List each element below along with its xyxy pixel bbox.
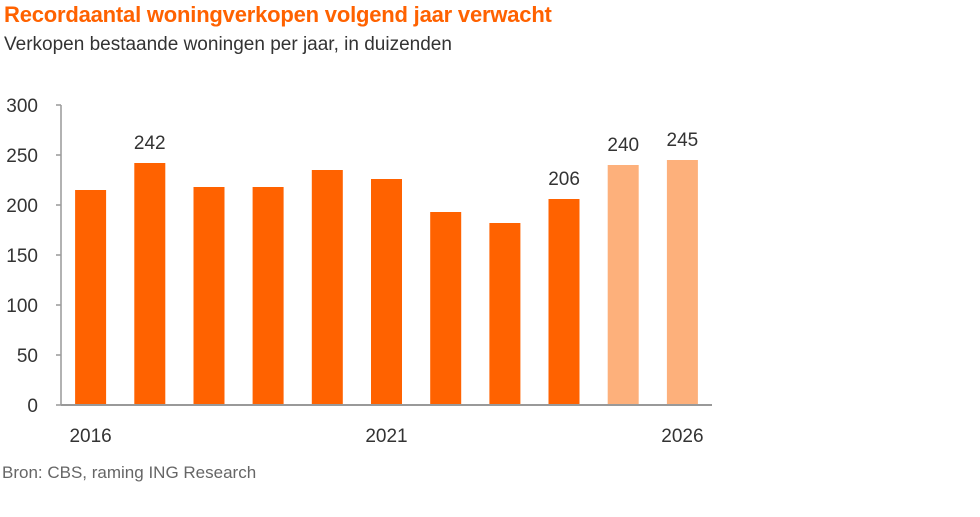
y-axis-ticks: 0 50 100 150 200 250 300 [6,96,61,417]
bar-2018 [193,187,225,405]
data-label-2017: 242 [134,133,166,154]
bar-2026 [666,160,698,405]
bar-2023 [489,223,521,405]
data-label-2024: 206 [548,169,580,190]
y-tick-label: 50 [17,346,38,367]
y-tick-label: 100 [6,296,38,317]
bar-2016 [75,190,107,405]
x-tick-label-2021: 2021 [365,426,407,447]
chart-subtitle: Verkopen bestaande woningen per jaar, in… [4,34,452,55]
bar-2020 [311,170,343,405]
x-tick-label-2016: 2016 [69,426,111,447]
source-note: Bron: CBS, raming ING Research [2,463,257,482]
y-tick-label: 250 [6,146,38,167]
bar-2019 [252,187,284,405]
y-tick-label: 150 [6,246,38,267]
data-label-2025: 240 [607,135,639,156]
chart-title: Recordaantal woningverkopen volgend jaar… [4,2,552,27]
bar-2025 [607,165,639,405]
bar-2021 [371,179,402,405]
bar-series [75,160,698,405]
x-axis-ticks: 2016 2021 2026 [69,426,703,447]
bar-2022 [430,212,462,405]
y-tick-label: 0 [27,396,38,417]
bar-2017 [134,163,166,405]
x-tick-label-2026: 2026 [661,426,703,447]
bar-2024 [548,199,580,405]
y-tick-label: 300 [6,96,38,117]
data-label-2026: 245 [667,130,699,151]
y-tick-label: 200 [6,196,38,217]
axes [60,105,712,406]
data-labels: 242 206 240 245 [134,130,698,190]
